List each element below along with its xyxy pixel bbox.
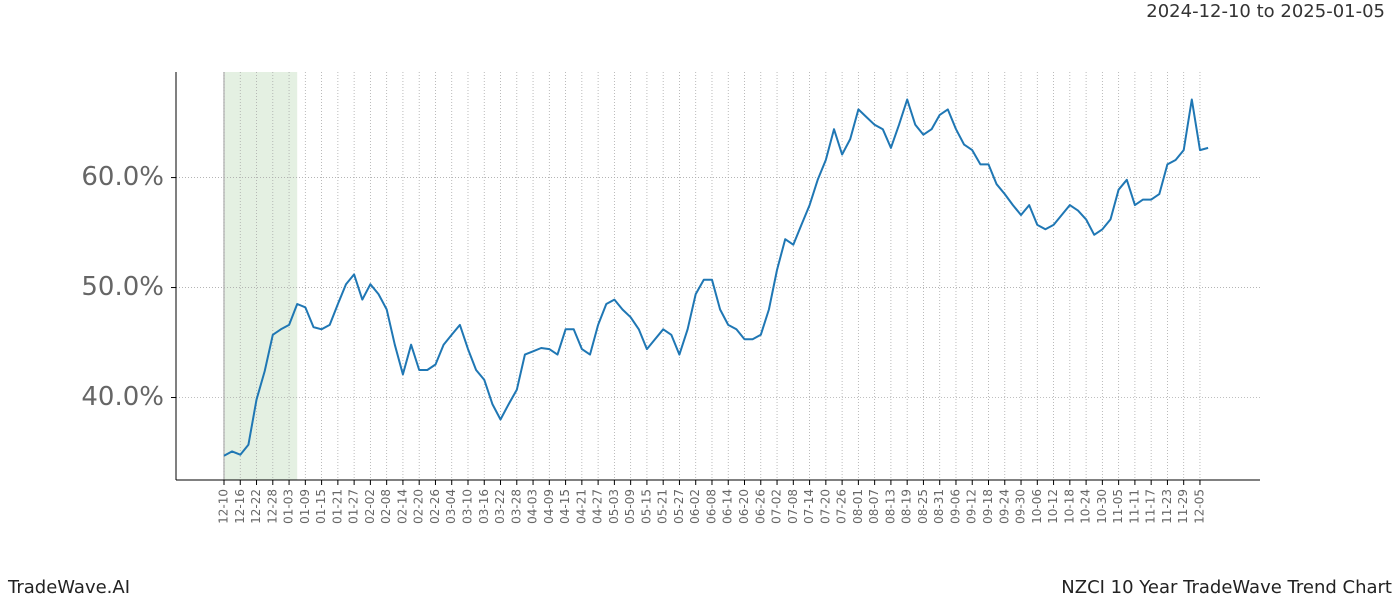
x-tick-label: 02-02 — [363, 489, 377, 524]
x-tick-label: 12-22 — [249, 489, 263, 524]
x-tick-label: 08-07 — [867, 489, 881, 524]
x-tick-label: 02-26 — [428, 489, 442, 524]
x-tick-label: 12-10 — [217, 489, 231, 524]
x-tick-label: 03-16 — [477, 489, 491, 524]
x-tick-label: 07-14 — [802, 489, 816, 524]
x-tick-label: 07-08 — [786, 489, 800, 524]
x-tick-label: 04-09 — [542, 489, 556, 524]
x-tick-label: 03-04 — [444, 489, 458, 524]
x-tick-label: 08-19 — [900, 489, 914, 524]
x-tick-label: 10-06 — [1030, 489, 1044, 524]
x-tick-label: 11-05 — [1111, 489, 1125, 524]
x-tick-label: 01-09 — [298, 489, 312, 524]
x-tick-label: 08-25 — [916, 489, 930, 524]
x-tick-label: 10-24 — [1079, 489, 1093, 524]
x-tick-label: 12-16 — [233, 489, 247, 524]
x-tick-label: 05-21 — [656, 489, 670, 524]
x-tick-label: 09-12 — [965, 489, 979, 524]
x-tick-label: 11-23 — [1160, 489, 1174, 524]
x-tick-label: 06-02 — [688, 489, 702, 524]
x-tick-label: 06-26 — [753, 489, 767, 524]
x-tick-label: 03-22 — [493, 489, 507, 524]
x-tick-label: 09-18 — [981, 489, 995, 524]
x-tick-label: 01-21 — [330, 489, 344, 524]
y-tick-label: 40.0% — [81, 382, 164, 412]
x-tick-label: 01-27 — [347, 489, 361, 524]
x-tick-label: 04-21 — [574, 489, 588, 524]
x-tick-label: 08-13 — [883, 489, 897, 524]
x-tick-label: 01-03 — [282, 489, 296, 524]
x-tick-label: 02-20 — [412, 489, 426, 524]
trend-line — [223, 98, 1209, 457]
x-tick-label: 07-26 — [835, 489, 849, 524]
x-tick-label: 05-27 — [672, 489, 686, 524]
x-tick-label: 05-09 — [623, 489, 637, 524]
x-tick-label: 06-20 — [737, 489, 751, 524]
x-tick-label: 05-15 — [639, 489, 653, 524]
highlight-span — [224, 72, 298, 480]
x-tick-label: 12-28 — [265, 489, 279, 524]
x-tick-label: 06-14 — [721, 489, 735, 524]
x-tick-label: 02-14 — [395, 489, 409, 524]
x-tick-label: 09-06 — [948, 489, 962, 524]
x-tick-label: 08-01 — [851, 489, 865, 524]
x-tick-label: 10-18 — [1062, 489, 1076, 524]
y-tick-label: 50.0% — [81, 272, 164, 302]
x-tick-label: 01-15 — [314, 489, 328, 524]
x-tick-label: 10-30 — [1095, 489, 1109, 524]
x-tick-label: 09-30 — [1014, 489, 1028, 524]
x-tick-label: 04-15 — [558, 489, 572, 524]
x-tick-label: 11-29 — [1176, 489, 1190, 524]
x-tick-label: 05-03 — [607, 489, 621, 524]
x-tick-label: 12-05 — [1192, 489, 1206, 524]
x-tick-label: 10-12 — [1046, 489, 1060, 524]
x-tick-label: 09-24 — [997, 489, 1011, 524]
x-tick-label: 11-11 — [1127, 489, 1141, 524]
x-tick-label: 03-28 — [509, 489, 523, 524]
x-tick-label: 08-31 — [932, 489, 946, 524]
x-tick-label: 06-08 — [704, 489, 718, 524]
x-tick-label: 11-17 — [1144, 489, 1158, 524]
chart-title: NZCI 10 Year TradeWave Trend Chart — [1061, 577, 1392, 598]
x-tick-label: 04-03 — [526, 489, 540, 524]
y-tick-label: 60.0% — [81, 162, 164, 192]
x-tick-label: 04-27 — [591, 489, 605, 524]
brand: TradeWave.AI — [7, 577, 130, 598]
x-tick-label: 02-08 — [379, 489, 393, 524]
x-tick-label: 03-10 — [460, 489, 474, 524]
x-tick-label: 07-02 — [770, 489, 784, 524]
x-tick-label: 07-20 — [818, 489, 832, 524]
chart-subtitle: 2024-12-10 to 2025-01-05 — [1146, 1, 1385, 22]
